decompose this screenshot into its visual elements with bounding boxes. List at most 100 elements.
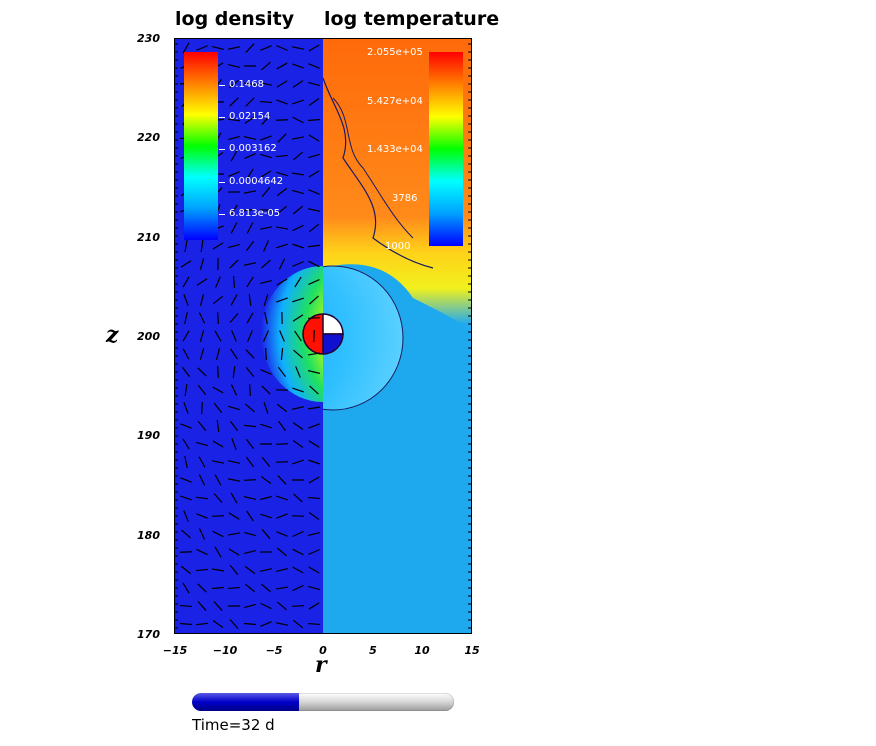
velocity-arrow xyxy=(228,460,240,464)
velocity-arrow xyxy=(308,63,320,69)
velocity-arrow xyxy=(197,601,207,611)
velocity-arrow xyxy=(227,118,241,122)
velocity-arrow xyxy=(244,550,256,554)
density-panel xyxy=(174,38,323,634)
velocity-arrow xyxy=(230,492,238,504)
density-colorbar-label: 6.813e-05 xyxy=(229,208,281,219)
velocity-arrow xyxy=(246,168,254,180)
velocity-arrow xyxy=(262,240,270,252)
velocity-arrow xyxy=(244,603,256,609)
velocity-arrow xyxy=(275,226,289,230)
y-tick-label: 210 xyxy=(137,231,160,244)
y-tick-label: 230 xyxy=(137,32,160,45)
velocity-arrow xyxy=(292,619,304,629)
velocity-arrow xyxy=(292,530,304,538)
velocity-arrow xyxy=(195,496,209,500)
velocity-arrow xyxy=(195,568,209,572)
density-colorbar-label: 0.02154 xyxy=(229,111,271,122)
time-label: Time=32 d xyxy=(192,716,275,734)
density-colorbar-label: 0.003162 xyxy=(229,143,277,154)
velocity-arrow xyxy=(292,46,304,50)
temperature-colorbar xyxy=(429,52,463,246)
velocity-arrow xyxy=(212,242,224,250)
velocity-arrow xyxy=(308,585,320,591)
velocity-arrow xyxy=(197,367,207,377)
velocity-arrow xyxy=(261,456,271,468)
time-progress-bar xyxy=(192,693,454,711)
velocity-arrow xyxy=(212,45,224,51)
core-cold xyxy=(323,333,344,355)
velocity-arrow xyxy=(259,226,273,230)
velocity-arrow xyxy=(292,422,304,430)
velocity-arrow xyxy=(260,513,272,519)
velocity-arrow xyxy=(277,547,287,557)
velocity-arrow xyxy=(228,171,240,177)
velocity-arrow xyxy=(294,276,302,288)
velocity-arrow xyxy=(230,222,238,234)
velocity-arrow xyxy=(293,349,303,359)
x-axis-label: r xyxy=(315,652,327,678)
velocity-arrow xyxy=(308,44,320,52)
velocity-arrow xyxy=(227,586,241,590)
density-colorbar-label: 0.1468 xyxy=(229,79,264,90)
velocity-arrow xyxy=(229,259,239,269)
velocity-arrow xyxy=(308,223,320,233)
velocity-arrow xyxy=(212,620,224,628)
velocity-arrow xyxy=(260,153,272,159)
velocity-arrow xyxy=(183,402,189,414)
velocity-arrow xyxy=(308,98,320,106)
velocity-arrow xyxy=(308,279,320,285)
velocity-arrow xyxy=(245,349,255,359)
velocity-arrow xyxy=(260,82,272,86)
velocity-arrow xyxy=(232,365,236,379)
velocity-arrow xyxy=(308,170,320,178)
velocity-arrow xyxy=(244,116,256,124)
velocity-arrow xyxy=(275,154,289,158)
velocity-arrow xyxy=(260,45,272,51)
velocity-arrow xyxy=(261,529,271,539)
temperature-colorbar-label: 1000 xyxy=(385,241,411,252)
velocity-arrow xyxy=(213,601,223,611)
velocity-arrow xyxy=(292,261,304,267)
velocity-arrow xyxy=(228,79,240,89)
velocity-arrow xyxy=(276,495,288,501)
velocity-arrow xyxy=(292,297,304,303)
velocity-arrow xyxy=(197,583,207,593)
velocity-arrow xyxy=(292,314,304,322)
velocity-arrow xyxy=(307,496,321,500)
velocity-arrow xyxy=(227,478,241,482)
velocity-arrow xyxy=(196,548,208,556)
velocity-arrow xyxy=(276,513,288,519)
velocity-arrow xyxy=(196,441,208,447)
velocity-arrow xyxy=(260,621,272,627)
velocity-arrow xyxy=(230,150,238,162)
velocity-arrow xyxy=(308,549,320,555)
velocity-arrow xyxy=(199,330,205,342)
velocity-arrow xyxy=(276,80,288,88)
velocity-arrow xyxy=(292,584,304,592)
velocity-arrow xyxy=(212,530,224,538)
velocity-arrow xyxy=(245,366,255,378)
velocity-arrow xyxy=(308,511,320,521)
left-panel-title: log density xyxy=(175,8,295,30)
temperature-colorbar-label: 2.055e+05 xyxy=(367,47,423,58)
velocity-arrow xyxy=(244,153,256,159)
velocity-arrow xyxy=(213,493,223,503)
temperature-colorbar-label: 5.427e+04 xyxy=(367,96,423,107)
velocity-arrow xyxy=(249,383,251,397)
velocity-arrow xyxy=(292,99,304,105)
velocity-arrow xyxy=(276,205,288,215)
velocity-arrow xyxy=(308,602,320,610)
velocity-arrow xyxy=(212,460,224,464)
velocity-arrow xyxy=(292,406,304,410)
velocity-arrow xyxy=(260,369,272,375)
velocity-arrow xyxy=(260,170,272,178)
velocity-arrow xyxy=(214,330,222,342)
time-progress-fill xyxy=(192,693,300,711)
velocity-arrow xyxy=(307,118,321,122)
velocity-arrow xyxy=(275,586,289,590)
velocity-arrow xyxy=(307,317,321,319)
velocity-arrow xyxy=(227,532,241,536)
velocity-arrow xyxy=(276,187,288,197)
velocity-arrow xyxy=(308,370,320,374)
